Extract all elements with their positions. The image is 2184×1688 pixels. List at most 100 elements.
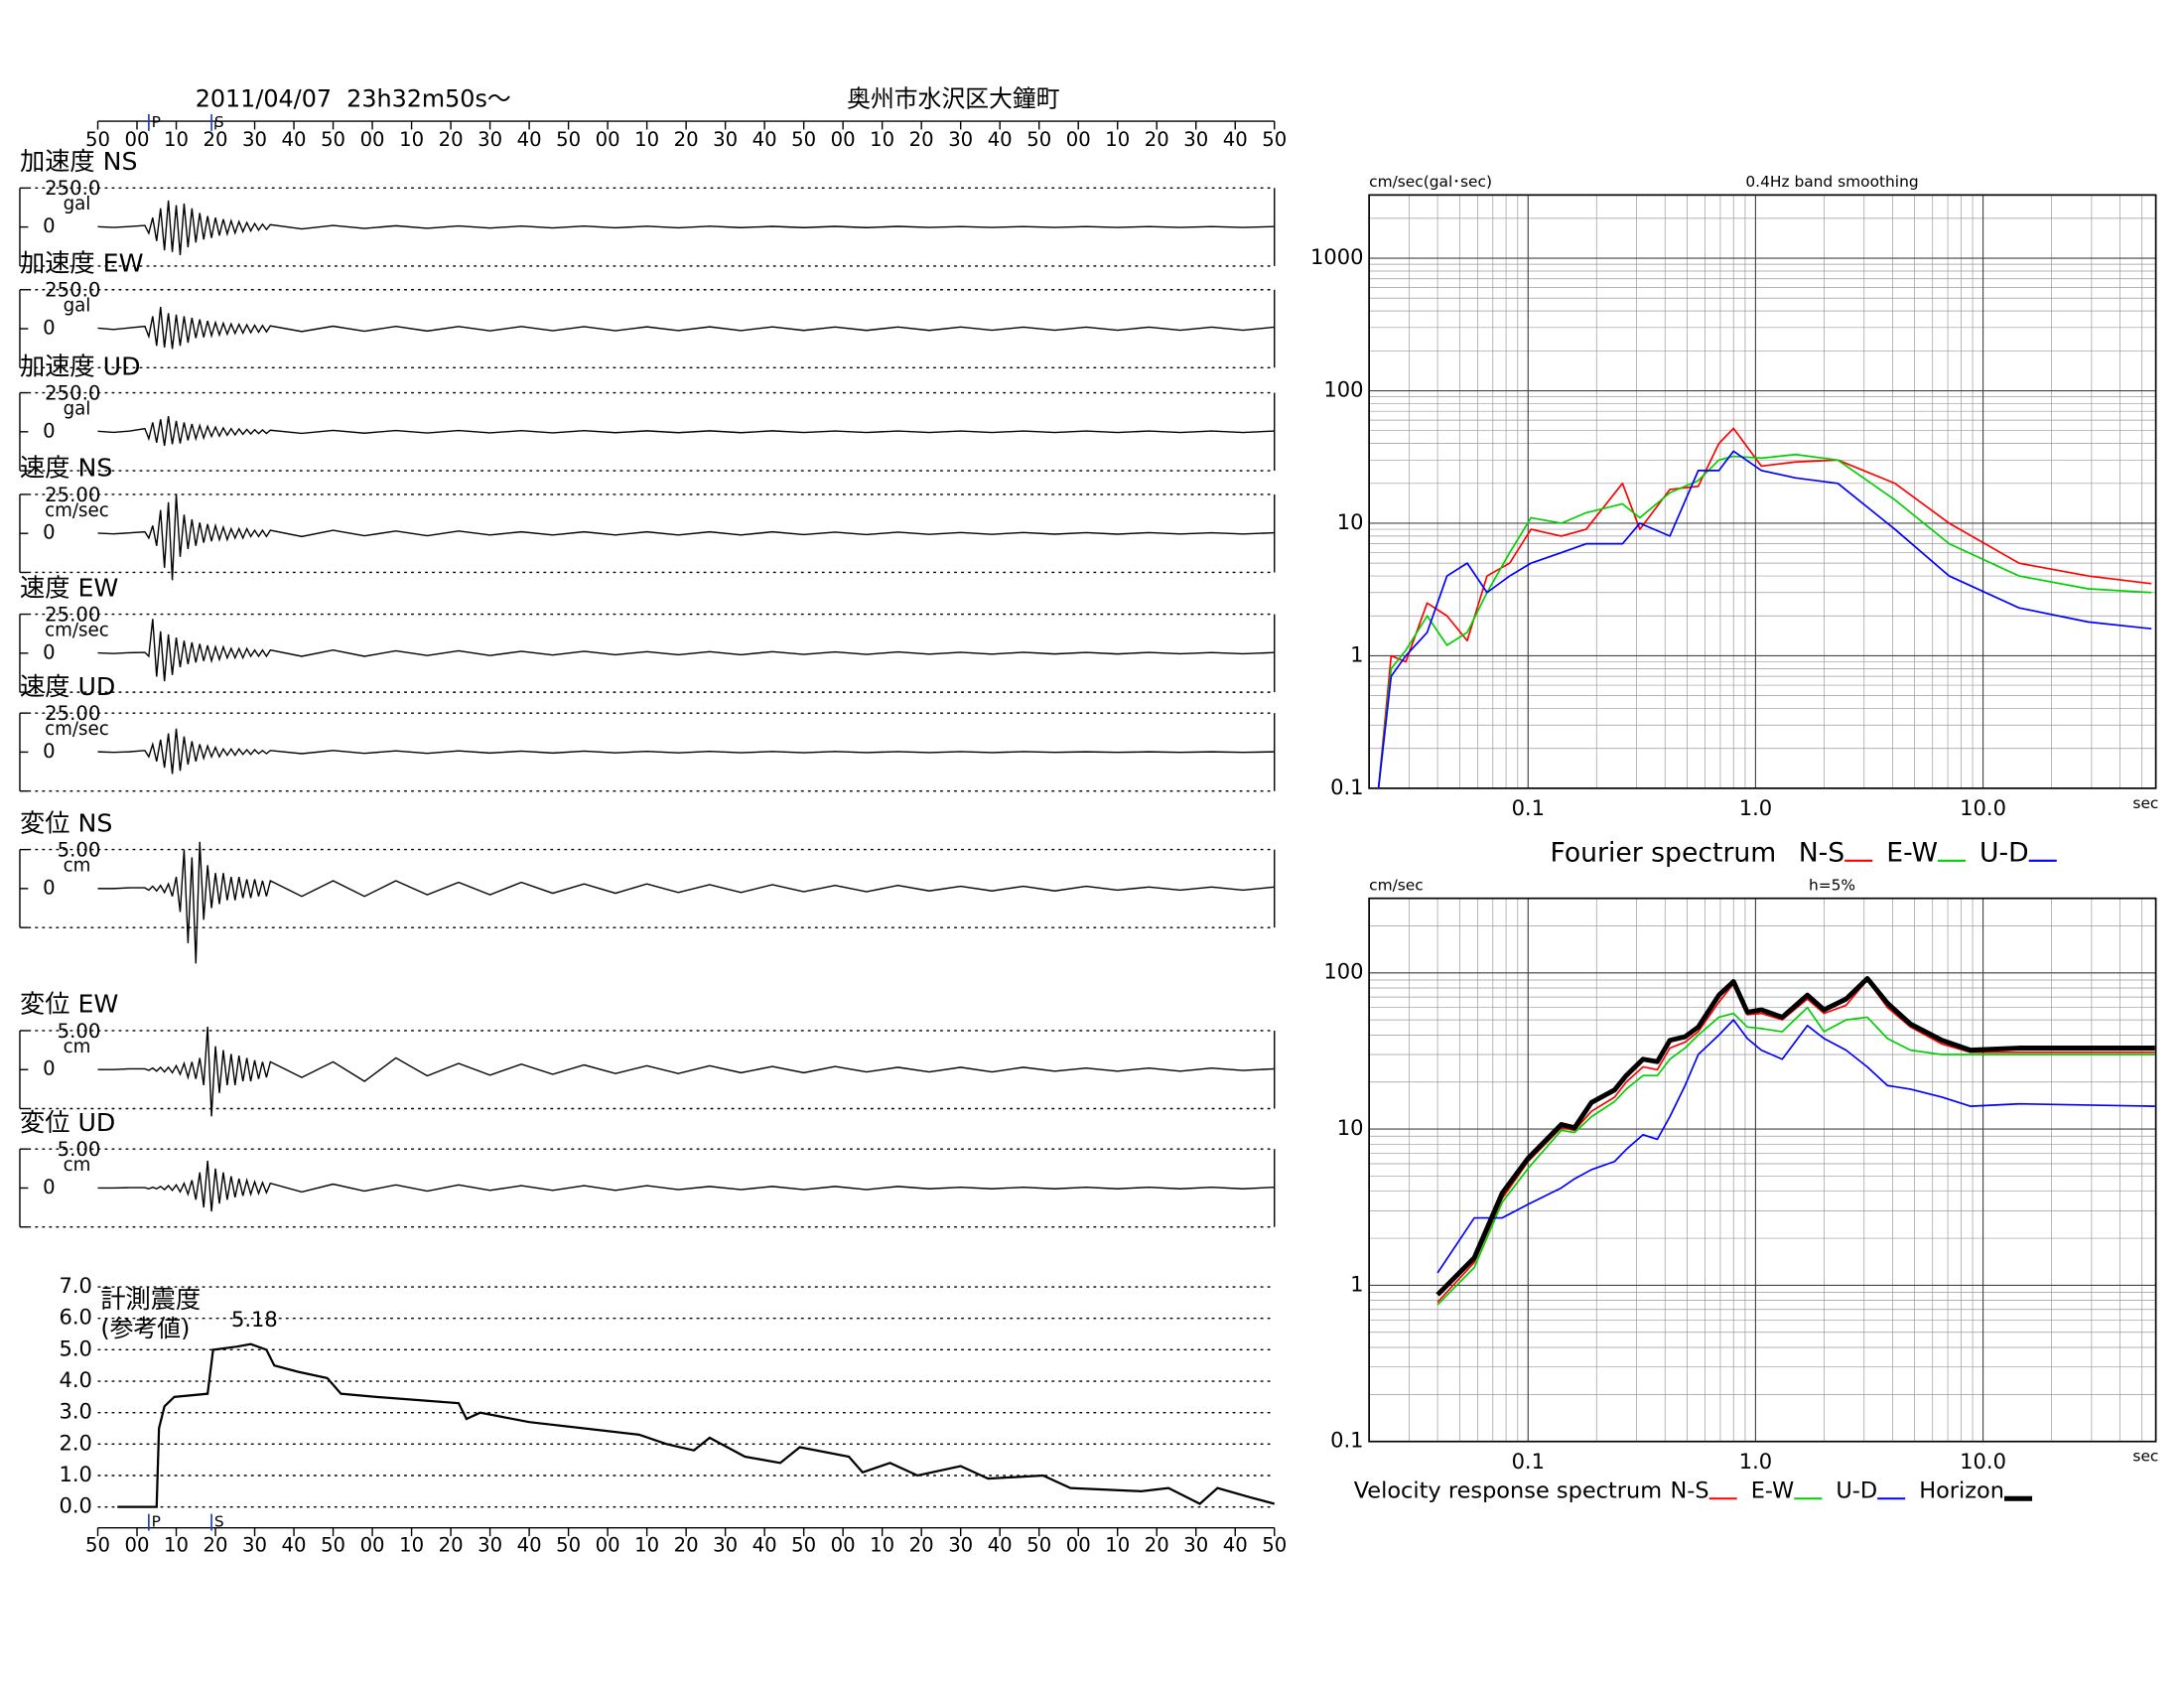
time-tick-label: 20 <box>909 1533 934 1556</box>
time-tick-label: 40 <box>282 128 307 151</box>
time-tick-label: 00 <box>831 1533 856 1556</box>
time-tick-label: 10 <box>1105 128 1130 151</box>
time-tick-label: 00 <box>596 1533 620 1556</box>
spectrum-line <box>1377 427 2152 788</box>
unit-label: gal <box>64 194 91 214</box>
y-tick-label: 3.0 <box>59 1399 91 1424</box>
unit-label: cm <box>64 1155 91 1176</box>
trace-label: 加速度 NS <box>20 147 138 176</box>
time-tick-label: 20 <box>204 1533 228 1556</box>
time-tick-label: 40 <box>752 1533 777 1556</box>
time-tick-label: 10 <box>634 1533 659 1556</box>
legend-label: Horizon <box>1919 1478 2004 1504</box>
waveform <box>97 416 1275 447</box>
intensity-line <box>117 1342 1276 1508</box>
time-tick-label: 20 <box>674 128 699 151</box>
waveform <box>97 1160 1275 1212</box>
time-tick-label: 30 <box>713 1533 738 1556</box>
trace-label: 速度 UD <box>20 672 115 701</box>
time-tick-label: 50 <box>321 1533 345 1556</box>
spectrum-line <box>1435 976 2155 1297</box>
chart-title: Velocity response spectrum <box>1354 1478 1662 1504</box>
x-tick-label: 1.0 <box>1739 795 1772 820</box>
y-axis-unit: cm/sec(gal･sec) <box>1369 173 1492 191</box>
waveform <box>97 306 1275 350</box>
y-tick-label: 100 <box>1323 377 1363 402</box>
time-tick-label: 50 <box>791 1533 816 1556</box>
x-tick-label: 10.0 <box>1960 1449 2006 1474</box>
time-tick-label: 20 <box>204 128 228 151</box>
waveform <box>97 728 1275 774</box>
time-tick-label: 40 <box>517 1533 542 1556</box>
chart-subtitle: 0.4Hz band smoothing <box>1745 173 1918 191</box>
waveform <box>97 1026 1275 1117</box>
x-tick-label: 10.0 <box>1960 795 2006 820</box>
y-tick-label: 10 <box>1337 1115 1364 1140</box>
time-tick-label: 20 <box>1145 128 1169 151</box>
time-tick-label: 40 <box>517 128 542 151</box>
zero-label: 0 <box>43 214 56 237</box>
spectrum-line <box>1377 450 2152 788</box>
unit-label: cm/sec <box>45 719 109 740</box>
time-tick-label: 10 <box>1105 1533 1130 1556</box>
time-tick-label: 40 <box>752 128 777 151</box>
time-tick-label: 20 <box>1145 1533 1169 1556</box>
peak-label: 5.18 <box>231 1307 278 1332</box>
x-axis-unit: sec <box>2132 1448 2158 1466</box>
time-tick-label: 40 <box>988 1533 1013 1556</box>
time-tick-label: 50 <box>1026 128 1051 151</box>
legend-label: N-S <box>1799 837 1844 868</box>
phase-marker-label: S <box>214 113 224 131</box>
scale-label: 250.0 <box>45 177 100 200</box>
time-tick-label: 00 <box>1066 1533 1091 1556</box>
time-tick-label: 50 <box>1262 1533 1287 1556</box>
zero-label: 0 <box>43 521 56 544</box>
x-tick-label: 0.1 <box>1512 1449 1545 1474</box>
legend-label: U-D <box>1979 837 2029 868</box>
y-tick-label: 1 <box>1350 641 1363 666</box>
time-tick-label: 50 <box>791 128 816 151</box>
zero-label: 0 <box>43 876 56 899</box>
unit-label: gal <box>64 296 91 317</box>
x-tick-label: 1.0 <box>1739 1449 1772 1474</box>
zero-label: 0 <box>43 1176 56 1198</box>
scale-label: 5.00 <box>58 1020 101 1043</box>
time-tick-label: 10 <box>870 1533 894 1556</box>
legend-label: U-D <box>1836 1478 1877 1504</box>
time-tick-label: 00 <box>1066 128 1091 151</box>
waveform <box>97 619 1275 682</box>
time-tick-label: 30 <box>242 128 267 151</box>
time-tick-label: 10 <box>164 1533 189 1556</box>
spectrum-line <box>1377 453 2152 788</box>
trace-label: 加速度 EW <box>20 249 144 278</box>
time-tick-label: 50 <box>1026 1533 1051 1556</box>
legend-label: E-W <box>1886 837 1938 868</box>
y-tick-label: 4.0 <box>59 1367 91 1392</box>
x-tick-label: 0.1 <box>1512 795 1545 820</box>
phase-marker-label: S <box>214 1513 224 1531</box>
zero-label: 0 <box>43 640 56 663</box>
y-tick-label: 1000 <box>1310 244 1363 269</box>
legend-label: E-W <box>1751 1478 1795 1504</box>
y-axis-unit: cm/sec <box>1369 877 1424 895</box>
time-tick-label: 40 <box>282 1533 307 1556</box>
time-tick-label: 50 <box>85 128 110 151</box>
unit-label: cm <box>64 1037 91 1057</box>
time-tick-label: 10 <box>164 128 189 151</box>
time-tick-label: 00 <box>360 128 385 151</box>
y-tick-label: 0.1 <box>1330 1428 1363 1453</box>
record-time: 2011/04/07 23h32m50s〜 <box>196 84 511 112</box>
waveform <box>97 200 1275 255</box>
time-tick-label: 10 <box>870 128 894 151</box>
time-tick-label: 30 <box>478 128 502 151</box>
y-tick-label: 5.0 <box>59 1336 91 1360</box>
y-tick-label: 100 <box>1323 959 1363 984</box>
spectrum-line <box>1436 1019 2155 1274</box>
unit-label: cm/sec <box>45 620 109 640</box>
intensity-title: 計測震度 <box>100 1285 201 1314</box>
y-tick-label: 1 <box>1350 1271 1363 1296</box>
y-tick-label: 1.0 <box>59 1462 91 1486</box>
time-tick-label: 30 <box>242 1533 267 1556</box>
trace-label: 速度 EW <box>20 573 118 602</box>
